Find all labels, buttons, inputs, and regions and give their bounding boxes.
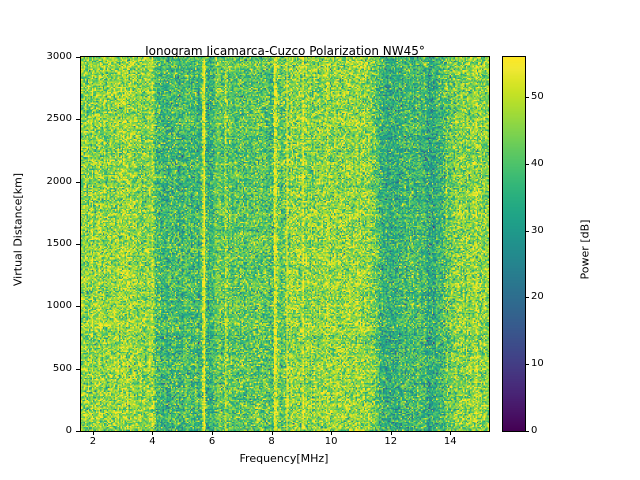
y-tick-mark — [76, 119, 80, 121]
colorbar-tick-mark — [525, 163, 529, 165]
x-tick-label: 10 — [324, 436, 338, 447]
colorbar-tick-label: 0 — [531, 425, 538, 436]
y-tick-label: 2500 — [46, 113, 72, 125]
x-tick-mark — [450, 431, 452, 435]
x-tick-mark — [92, 431, 94, 435]
x-tick-mark — [212, 431, 214, 435]
heatmap-plot-area — [80, 56, 490, 432]
colorbar-tick-label: 30 — [531, 224, 544, 236]
y-tick-label-wrap: 2000 — [0, 176, 72, 188]
colorbar-tick-mark — [525, 297, 529, 299]
y-tick-label: 500 — [52, 362, 72, 374]
x-tick-label: 2 — [89, 436, 97, 447]
y-tick-mark — [76, 306, 80, 308]
x-tick-mark — [152, 431, 154, 435]
y-tick-label-wrap: 3000 — [0, 51, 72, 63]
chart-title-line1: Ionogram Jicamarca-Cuzco Polarization NW… — [145, 44, 425, 58]
colorbar-tick-mark — [525, 431, 529, 432]
x-axis-label: Frequency[MHz] — [239, 452, 329, 465]
heatmap-canvas — [81, 57, 489, 431]
y-tick-mark — [76, 368, 80, 370]
y-tick-label: 3000 — [46, 51, 72, 62]
colorbar-tick-mark — [525, 230, 529, 232]
colorbar — [502, 56, 526, 432]
colorbar-tick-label: 10 — [531, 358, 544, 370]
colorbar-tick-mark — [525, 97, 529, 99]
y-tick-label-wrap: 0 — [0, 425, 72, 437]
x-tick-mark — [390, 431, 392, 435]
colorbar-tick-label: 40 — [531, 157, 544, 169]
x-tick-mark — [271, 431, 273, 435]
y-tick-label: 0 — [65, 425, 72, 436]
colorbar-tick-mark — [525, 364, 529, 366]
y-tick-mark — [76, 181, 80, 183]
colorbar-tick-label: 20 — [531, 291, 544, 303]
y-tick-label-wrap: 2500 — [0, 113, 72, 125]
y-axis-label: Virtual Distance[km] — [11, 172, 25, 287]
x-tick-label: 12 — [384, 436, 398, 447]
colorbar-canvas — [503, 57, 525, 431]
x-tick-label: 14 — [443, 436, 457, 447]
colorbar-label: Power [dB] — [578, 219, 592, 280]
y-tick-label: 1000 — [46, 300, 72, 312]
x-tick-label: 4 — [149, 436, 156, 447]
x-tick-mark — [331, 431, 333, 435]
y-tick-label-wrap: 500 — [0, 363, 72, 375]
colorbar-tick-label: 50 — [531, 91, 544, 103]
y-tick-label-wrap: 1000 — [0, 300, 72, 312]
y-tick-mark — [76, 57, 80, 58]
x-tick-label: 8 — [268, 436, 275, 447]
y-tick-mark — [76, 431, 80, 432]
y-tick-mark — [76, 244, 80, 245]
y-tick-label: 2000 — [46, 175, 72, 187]
x-tick-label: 6 — [208, 436, 216, 447]
y-tick-label: 1500 — [46, 238, 72, 249]
y-tick-label-wrap: 1500 — [0, 238, 72, 250]
